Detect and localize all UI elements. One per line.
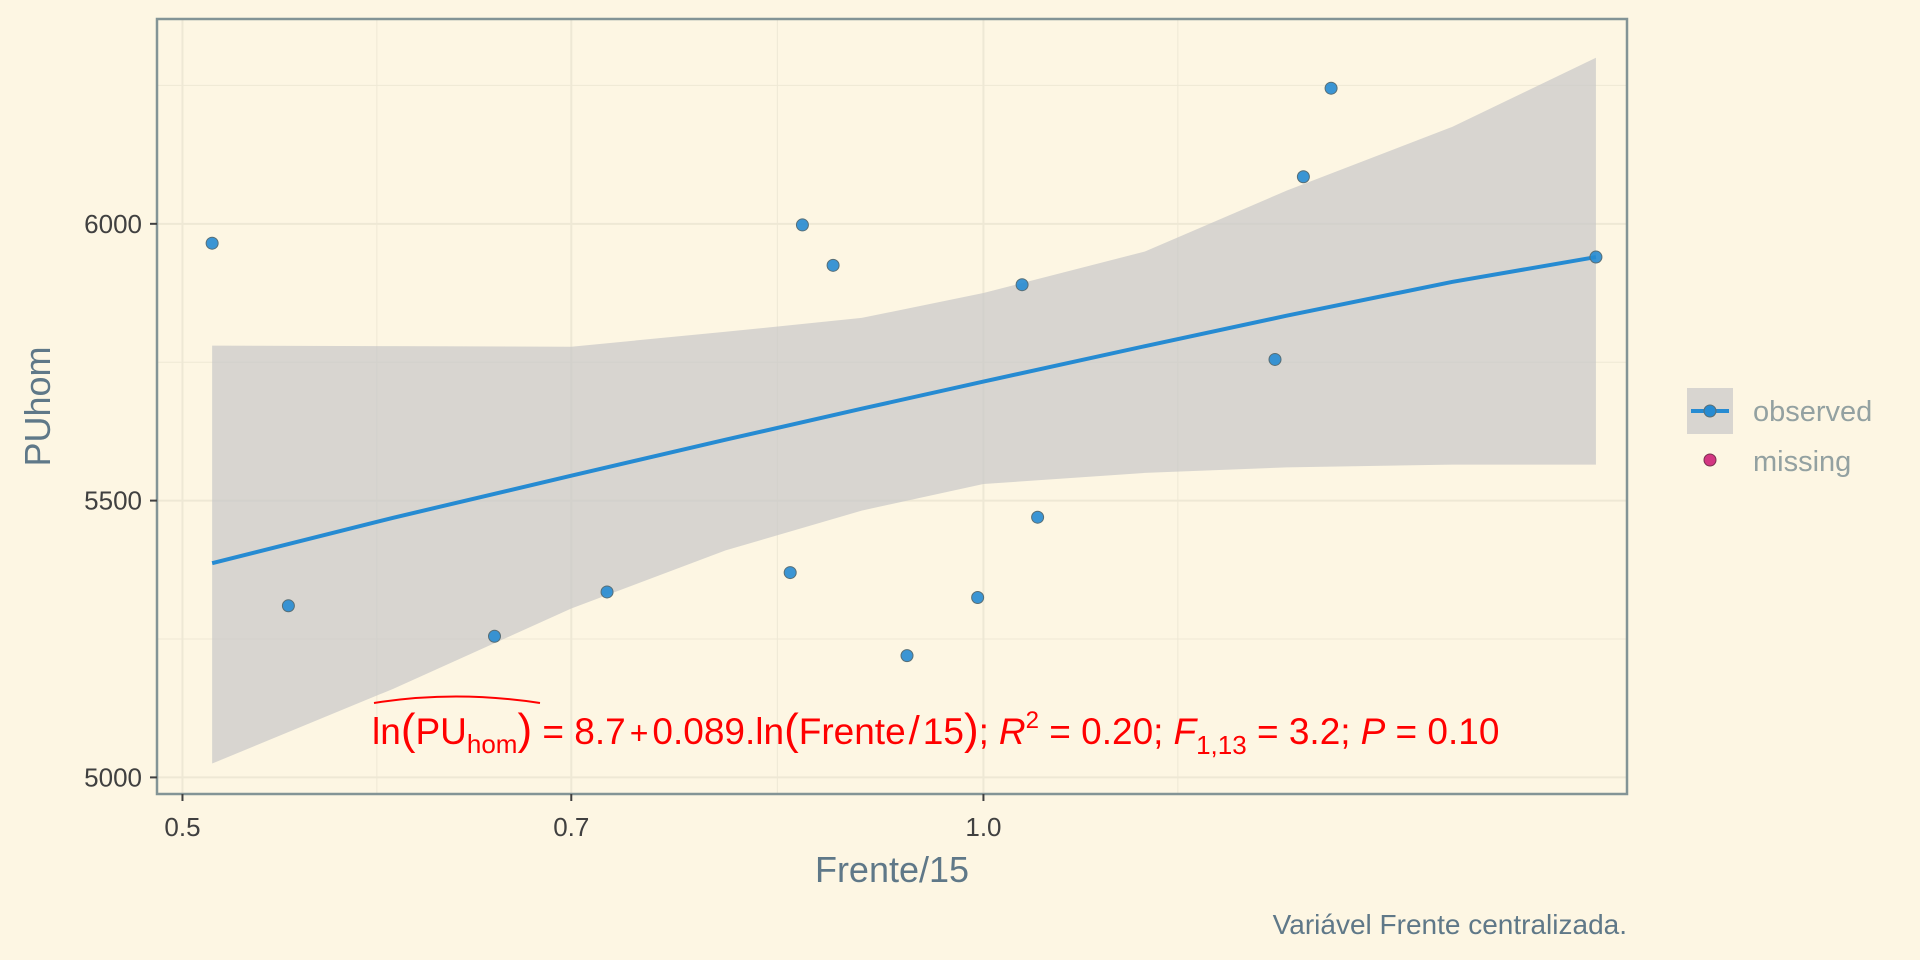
legend-dot-missing — [1704, 454, 1716, 466]
eq-ln: ln — [372, 711, 401, 752]
data-point-1 — [282, 600, 294, 612]
data-point-7 — [901, 650, 913, 662]
eq-p: P — [1361, 711, 1386, 752]
eq-f-sub: 1,13 — [1196, 730, 1247, 760]
y-tick-label-2: 6000 — [84, 209, 142, 239]
legend-label-missing: missing — [1753, 446, 1851, 478]
y-axis-title: PUhom — [17, 346, 58, 466]
equation-hat — [374, 697, 540, 704]
eq-paren-close2: ) — [964, 705, 979, 754]
legend-label-observed: observed — [1753, 396, 1872, 428]
eq-r-sup: 2 — [1026, 707, 1039, 734]
regression-equation: ln(PUhom) = 8.7 +0.089.ln(Frente/15); R2 =… — [372, 697, 1499, 761]
x-axis-title: Frente/15 — [815, 849, 969, 890]
data-point-9 — [1016, 279, 1028, 291]
eq-15: 15 — [923, 711, 964, 752]
y-axis: 5000 5500 6000 — [84, 209, 157, 793]
eq-sep1: ; — [979, 711, 989, 752]
caption: Variável Frente centralizada. — [1273, 909, 1627, 940]
eq-ln2: .ln — [745, 711, 784, 752]
eq-sep2: ; — [1153, 711, 1163, 752]
eq-r2-value: = 0.20 — [1039, 711, 1153, 752]
equation-text: ln(PUhom) = 8.7 +0.089.ln(Frente/15); R2 =… — [372, 705, 1499, 760]
eq-frente: Frente — [799, 711, 906, 752]
eq-slash: / — [909, 709, 921, 753]
data-point-3 — [601, 586, 613, 598]
data-point-5 — [796, 219, 808, 231]
y-tick-label-0: 5000 — [84, 762, 142, 792]
data-point-8 — [972, 591, 984, 603]
eq-f-value: = 3.2 — [1247, 711, 1341, 752]
data-point-0 — [206, 237, 218, 249]
legend-dot-observed — [1704, 405, 1716, 417]
eq-intercept: 8.7 — [574, 711, 625, 752]
data-point-11 — [1269, 353, 1281, 365]
legend: observed missing — [1687, 388, 1872, 478]
data-point-12 — [1297, 171, 1309, 183]
legend-item-observed: observed — [1687, 388, 1872, 434]
y-tick-label-1: 5500 — [84, 486, 142, 516]
data-point-4 — [784, 567, 796, 579]
eq-paren-open: ( — [401, 705, 416, 754]
x-tick-label-1: 0.7 — [553, 812, 589, 842]
eq-paren-close: ) — [517, 705, 532, 754]
data-point-10 — [1032, 511, 1044, 523]
data-point-2 — [489, 630, 501, 642]
eq-p-value: = 0.10 — [1385, 711, 1499, 752]
data-point-13 — [1325, 82, 1337, 94]
eq-hom-sub: hom — [467, 729, 518, 759]
data-point-14 — [1590, 251, 1602, 263]
eq-f: F — [1173, 711, 1198, 752]
eq-pu: PU — [415, 711, 466, 752]
eq-paren-open2: ( — [784, 705, 799, 754]
x-axis: 0.5 0.7 1.0 — [164, 794, 1001, 842]
data-point-6 — [827, 259, 839, 271]
eq-equals: = — [532, 711, 574, 752]
eq-sep3: ; — [1340, 711, 1350, 752]
eq-plus: + — [630, 715, 649, 751]
x-tick-label-0: 0.5 — [164, 812, 200, 842]
eq-r: R — [999, 711, 1026, 752]
legend-item-missing: missing — [1704, 446, 1851, 478]
eq-slope: 0.089 — [652, 711, 745, 752]
x-tick-label-2: 1.0 — [965, 812, 1001, 842]
